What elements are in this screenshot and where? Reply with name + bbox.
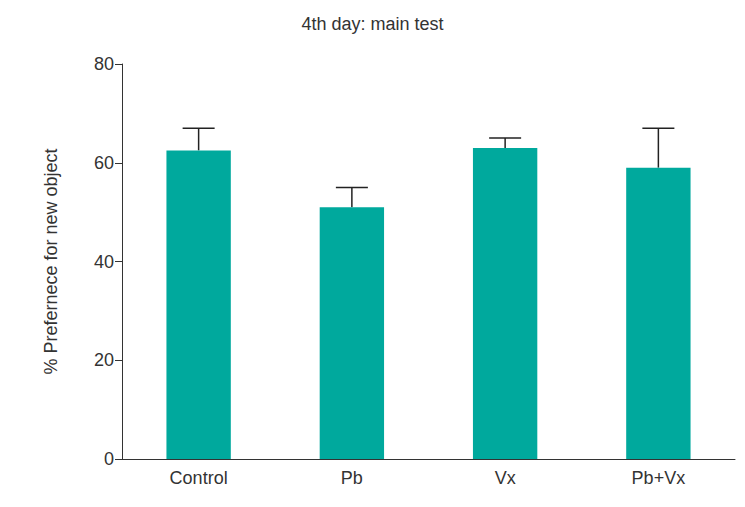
svg-text:0: 0 [104,449,114,469]
svg-text:Vx: Vx [495,468,516,488]
svg-text:4th day: main test: 4th day: main test [301,14,443,34]
svg-text:% Prefernece for new object: % Prefernece for new object [41,148,61,374]
svg-text:Pb+Vx: Pb+Vx [632,468,686,488]
svg-text:Control: Control [170,468,228,488]
svg-text:20: 20 [94,350,114,370]
svg-text:80: 80 [94,54,114,74]
svg-text:40: 40 [94,252,114,272]
svg-text:Pb: Pb [341,468,363,488]
svg-text:60: 60 [94,153,114,173]
